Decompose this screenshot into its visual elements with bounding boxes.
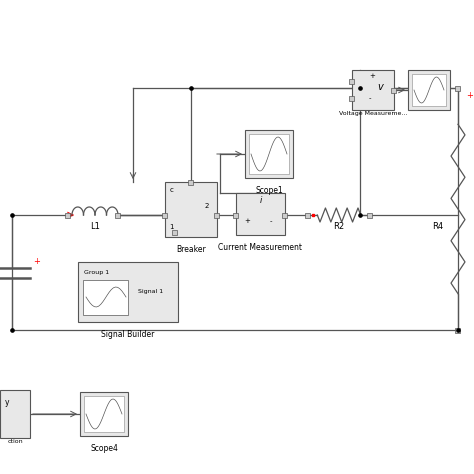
- Text: L1: L1: [90, 222, 100, 231]
- Text: +: +: [466, 91, 473, 100]
- Bar: [163, 212, 167, 218]
- Text: Scope1: Scope1: [255, 186, 283, 195]
- Text: Scope4: Scope4: [90, 444, 118, 453]
- Bar: [408, 70, 450, 110]
- Bar: [0, 390, 30, 438]
- Bar: [165, 182, 217, 237]
- Text: ction: ction: [7, 439, 23, 444]
- Bar: [456, 85, 461, 91]
- Text: y: y: [5, 398, 9, 407]
- Text: R4: R4: [432, 222, 444, 231]
- Text: Signal Builder: Signal Builder: [101, 330, 155, 339]
- Text: +: +: [244, 218, 250, 224]
- Bar: [189, 180, 193, 184]
- Text: 2: 2: [205, 202, 210, 209]
- Text: +: +: [369, 73, 375, 79]
- Bar: [392, 88, 396, 92]
- Bar: [306, 212, 310, 218]
- Bar: [283, 212, 288, 218]
- Text: -: -: [270, 218, 273, 224]
- Bar: [83, 280, 128, 315]
- Bar: [173, 229, 177, 235]
- Bar: [349, 79, 355, 84]
- Bar: [367, 212, 373, 218]
- Bar: [215, 212, 219, 218]
- Bar: [78, 262, 178, 322]
- Bar: [236, 193, 285, 235]
- Bar: [352, 70, 394, 110]
- Text: R2: R2: [333, 222, 345, 231]
- Text: 1: 1: [169, 224, 173, 230]
- Text: Breaker: Breaker: [176, 245, 206, 254]
- Bar: [249, 134, 289, 174]
- Text: Voltage Measureme...: Voltage Measureme...: [339, 111, 407, 116]
- Bar: [116, 212, 120, 218]
- Text: +: +: [33, 256, 40, 265]
- Bar: [65, 212, 71, 218]
- Text: Signal 1: Signal 1: [138, 290, 163, 294]
- Bar: [412, 74, 446, 106]
- Text: c: c: [170, 187, 174, 193]
- Text: v: v: [377, 82, 383, 92]
- Bar: [84, 396, 124, 432]
- Text: i: i: [259, 196, 262, 205]
- Bar: [349, 96, 355, 101]
- Text: -: -: [369, 95, 372, 101]
- Bar: [456, 328, 461, 332]
- Bar: [80, 392, 128, 436]
- Bar: [245, 130, 293, 178]
- Bar: [234, 212, 238, 218]
- Text: Current Measurement: Current Measurement: [219, 243, 302, 252]
- Text: Group 1: Group 1: [84, 270, 109, 275]
